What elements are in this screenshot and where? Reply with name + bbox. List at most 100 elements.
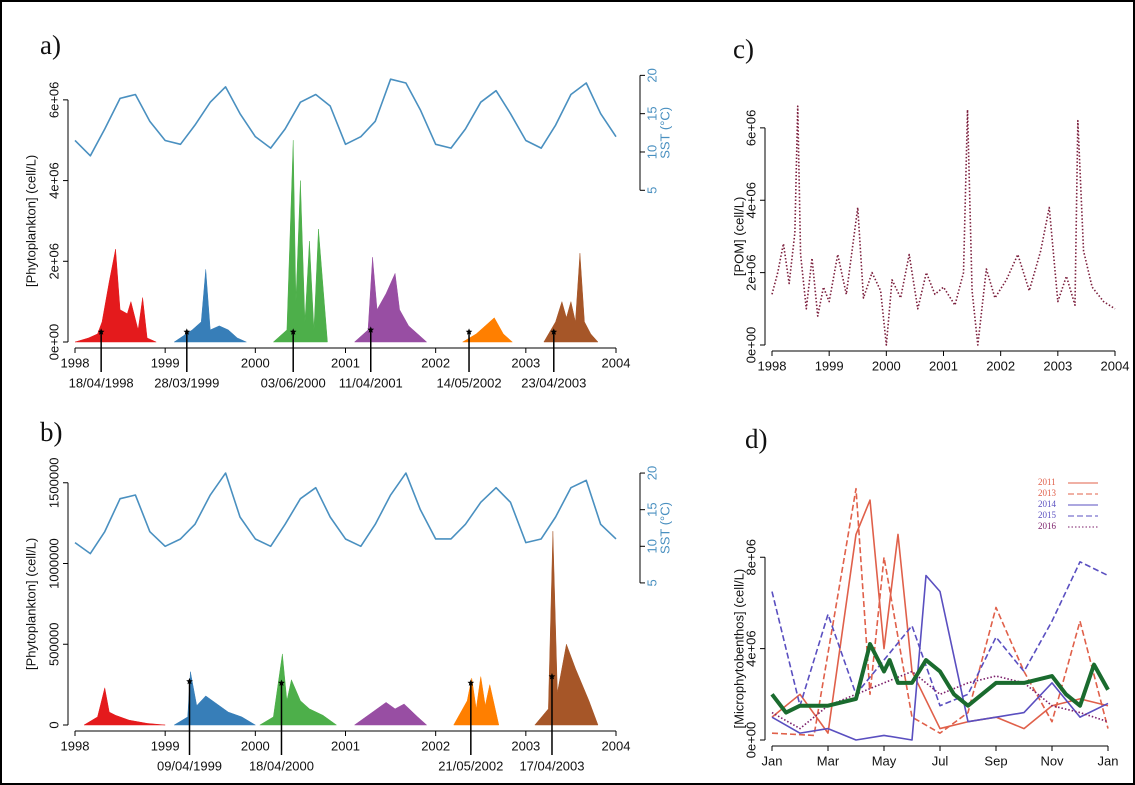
x-tick-label: 2000 (241, 355, 270, 370)
panel: c) 1998 1999 2000 2001 2002 2003 2004 0e+00 2e+06… (731, 34, 1129, 373)
x-tick-label: 2001 (331, 355, 360, 370)
annotation-label: 11/04/2001 (339, 375, 403, 390)
annotation-label: 03/06/2000 (261, 375, 326, 390)
x-tick-label: 2004 (1101, 358, 1130, 373)
area (173, 269, 247, 343)
panel-label: a) (40, 30, 61, 60)
y-tick-label: 0e+00 (743, 722, 758, 759)
y-tick-label: 4e+06 (743, 182, 758, 219)
x-tick-label: 1998 (758, 358, 787, 373)
annotation-star (367, 326, 375, 333)
line (771, 561, 1109, 707)
annotation-label: 14/05/2002 (436, 375, 501, 390)
x-tick-label: 2003 (511, 355, 540, 370)
annotation-star (548, 673, 556, 680)
area (453, 676, 500, 726)
y-axis-label: [Phytoplankton] (cell/L) (23, 538, 38, 670)
y2-tick-label: 15 (644, 502, 659, 516)
panel: d) Jan Mar May Jul Sep Nov Jan 0e+00 4e+06 8e+06[M… (731, 424, 1118, 768)
y-tick-label: 6e+06 (743, 110, 758, 147)
annotation-star (550, 328, 558, 335)
x-tick-label: Jul (932, 753, 949, 768)
y-tick-label: 2e+06 (743, 254, 758, 291)
x-tick-label: 2003 (1043, 358, 1072, 373)
y2-tick-label: 5 (644, 579, 659, 586)
y-tick-label: 2e+06 (46, 243, 61, 280)
x-tick-label: 2002 (421, 738, 450, 753)
legend-label: 2011 (1038, 477, 1056, 487)
annotation-star (465, 328, 473, 335)
annotation-label: 09/04/1999 (157, 758, 222, 773)
x-tick-label: 2001 (929, 358, 958, 373)
annotation-star (278, 679, 285, 686)
x-tick-label: Sep (984, 753, 1007, 768)
x-tick-label: 1999 (151, 738, 180, 753)
area (461, 317, 513, 343)
annotation-label: 18/04/1998 (69, 375, 134, 390)
y2-tick-label: 10 (644, 539, 659, 553)
y-tick-label: 500000 (46, 623, 61, 666)
line (74, 78, 617, 157)
area (272, 140, 328, 343)
annotation-star (467, 679, 475, 686)
line (770, 642, 1110, 715)
y-tick-label: 0 (46, 721, 61, 728)
y-tick-label: 6e+06 (46, 82, 61, 119)
y2-axis-label: SST (°C) (657, 502, 672, 554)
line (771, 105, 1116, 346)
y2-tick-label: 20 (644, 68, 659, 82)
area (258, 653, 338, 726)
x-tick-label: Nov (1040, 753, 1064, 768)
y-tick-label: 0e+00 (46, 324, 61, 361)
y2-tick-label: 5 (644, 187, 659, 194)
y-axis-label: [Microphytobenthos] (cell/L) (731, 569, 746, 729)
annotation-star (289, 328, 297, 335)
panel-label: d) (745, 424, 768, 454)
x-tick-label: 2000 (872, 358, 901, 373)
legend-label: 2013 (1038, 488, 1057, 498)
y-tick-label: 4e+06 (46, 162, 61, 199)
annotation-label: 28/03/1999 (154, 375, 219, 390)
y-axis-label: [Phytoplankton] (cell/L) (23, 155, 38, 287)
line (771, 670, 1109, 730)
x-tick-label: 2004 (602, 738, 631, 753)
y2-axis-label: SST (°C) (657, 107, 672, 159)
legend-label: 2014 (1038, 499, 1057, 509)
x-tick-label: 2004 (602, 355, 631, 370)
x-tick-label: 1999 (815, 358, 844, 373)
line (771, 499, 1109, 734)
y-tick-label: 8e+06 (743, 539, 758, 576)
area (353, 257, 428, 343)
annotation-label: 17/04/2003 (519, 758, 584, 773)
area (74, 249, 157, 343)
legend-label: 2015 (1038, 510, 1057, 520)
annotation-star (97, 328, 105, 335)
x-tick-label: 2002 (421, 355, 450, 370)
x-tick-label: 1998 (61, 738, 90, 753)
area (353, 702, 428, 726)
x-tick-label: Jan (762, 753, 783, 768)
panel-label: c) (733, 34, 754, 64)
line (74, 472, 617, 555)
panel: a) 1998 1999 2000 2001 2002 2003 2004 0e+00 2e+06… (23, 30, 672, 390)
annotation-star (183, 328, 191, 335)
panel-label: b) (40, 417, 63, 447)
annotation-label: 21/05/2002 (438, 758, 503, 773)
x-tick-label: Mar (817, 753, 840, 768)
y2-tick-label: 20 (644, 466, 659, 480)
x-tick-label: 2001 (331, 738, 360, 753)
y2-tick-label: 10 (644, 145, 659, 159)
x-tick-label: 2003 (511, 738, 540, 753)
panel: b) 1998 1999 2000 2001 2002 2003 2004 0 500000 10 0… (23, 417, 672, 773)
x-tick-label: 1999 (151, 355, 180, 370)
x-tick-label: 2000 (241, 738, 270, 753)
x-tick-label: 2002 (986, 358, 1015, 373)
annotation-star (186, 677, 193, 685)
y-tick-label: 0e+00 (743, 327, 758, 364)
x-tick-label: Jan (1098, 753, 1119, 768)
y-tick-label: 4e+06 (743, 630, 758, 667)
y-tick-label: 1500000 (46, 457, 61, 508)
line (771, 574, 1109, 741)
